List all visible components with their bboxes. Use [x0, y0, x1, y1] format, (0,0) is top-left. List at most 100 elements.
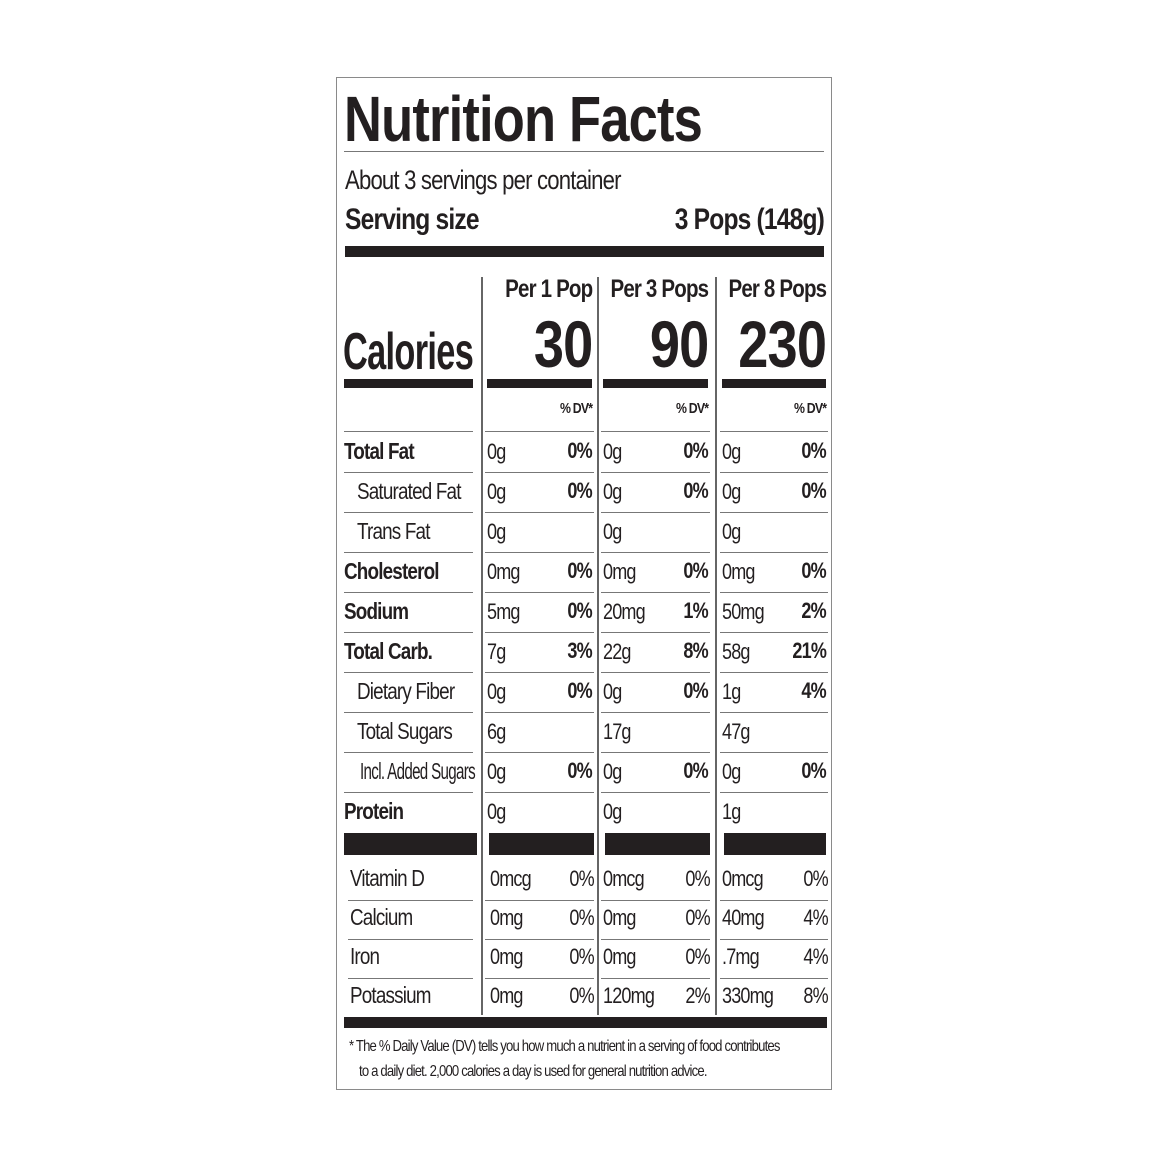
- column-header: Per 3 Pops: [610, 275, 709, 303]
- divider: [348, 939, 473, 940]
- divider: [720, 512, 828, 513]
- vitamin-amount: 0mg: [603, 944, 636, 969]
- nutrient-amount: 0mg: [487, 559, 520, 584]
- nutrient-label: Saturated Fat: [357, 478, 461, 504]
- divider: [720, 472, 828, 473]
- vitamin-dv: 0%: [569, 983, 595, 1008]
- nutrient-dv: 0%: [801, 558, 827, 583]
- divider: [485, 632, 594, 633]
- vitamin-dv: 0%: [803, 866, 829, 891]
- divider: [485, 900, 594, 901]
- divider: [485, 672, 594, 673]
- divider: [601, 752, 710, 753]
- divider: [720, 978, 828, 979]
- nutrient-label: Protein: [344, 798, 404, 824]
- nutrient-dv: 3%: [567, 638, 593, 663]
- nutrient-amount: 47g: [722, 719, 750, 744]
- divider: [601, 431, 710, 432]
- thick-bar: [489, 833, 594, 855]
- nutrient-amount: 0g: [603, 479, 622, 504]
- thick-divider: [344, 1017, 827, 1028]
- nutrient-dv: 0%: [683, 558, 709, 583]
- vitamin-amount: 0mcg: [603, 866, 645, 891]
- nutrient-amount: 6g: [487, 719, 506, 744]
- divider: [601, 792, 710, 793]
- nutrient-amount: 0g: [487, 519, 506, 544]
- divider: [720, 792, 828, 793]
- nutrient-label: Total Sugars: [357, 718, 453, 744]
- nutrient-dv: 0%: [683, 478, 709, 503]
- divider: [601, 592, 710, 593]
- nutrient-label: Total Carb.: [344, 638, 433, 664]
- thick-bar: [724, 833, 826, 855]
- divider: [348, 900, 473, 901]
- nutrient-amount: 0g: [603, 759, 622, 784]
- nutrient-dv: 0%: [683, 438, 709, 463]
- calories-underline: [722, 379, 826, 388]
- nutrient-label: Cholesterol: [344, 558, 440, 584]
- nutrient-dv: 0%: [567, 438, 593, 463]
- dv-header: % DV*: [675, 400, 709, 417]
- dv-header: % DV*: [793, 400, 827, 417]
- divider: [485, 431, 594, 432]
- nutrient-amount: 5mg: [487, 599, 520, 624]
- vitamin-amount: 120mg: [603, 983, 655, 1008]
- nutrient-amount: 0g: [487, 759, 506, 784]
- column-divider: [597, 277, 599, 1015]
- nutrient-amount: 0g: [603, 679, 622, 704]
- divider: [601, 900, 710, 901]
- calories-underline: [603, 379, 708, 388]
- serving-size-value: 3 Pops (148g): [674, 203, 825, 236]
- divider: [720, 632, 828, 633]
- vitamin-dv: 0%: [685, 866, 711, 891]
- nutrient-dv: 2%: [801, 598, 827, 623]
- vitamin-dv: 4%: [803, 944, 829, 969]
- column-header: Per 8 Pops: [728, 275, 827, 303]
- calories-value: 90: [649, 307, 708, 381]
- divider: [344, 151, 824, 152]
- vitamin-amount: .7mg: [722, 944, 760, 969]
- thick-bar: [605, 833, 710, 855]
- nutrient-amount: 0g: [487, 679, 506, 704]
- nutrient-amount: 0g: [603, 519, 622, 544]
- nutrient-dv: 0%: [683, 678, 709, 703]
- divider: [485, 792, 594, 793]
- nutrient-label: Incl. Added Sugars: [360, 758, 476, 784]
- divider: [485, 939, 594, 940]
- divider: [601, 672, 710, 673]
- divider: [485, 978, 594, 979]
- serving-size-label: Serving size: [345, 203, 480, 236]
- label-title: Nutrition Facts: [344, 83, 703, 155]
- dv-header: % DV*: [559, 400, 593, 417]
- calories-underline: [487, 379, 592, 388]
- divider: [601, 552, 710, 553]
- vitamin-label: Iron: [350, 943, 380, 969]
- nutrient-amount: 0g: [487, 479, 506, 504]
- vitamin-dv: 0%: [685, 905, 711, 930]
- nutrient-dv: 8%: [683, 638, 709, 663]
- divider: [720, 672, 828, 673]
- nutrition-label: [336, 77, 832, 1090]
- nutrient-amount: 7g: [487, 639, 506, 664]
- nutrient-dv: 4%: [801, 678, 827, 703]
- divider: [720, 939, 828, 940]
- vitamin-dv: 0%: [569, 944, 595, 969]
- nutrient-dv: 0%: [683, 758, 709, 783]
- vitamin-amount: 40mg: [722, 905, 765, 930]
- nutrient-amount: 1g: [722, 679, 741, 704]
- vitamin-dv: 0%: [569, 866, 595, 891]
- divider: [601, 472, 710, 473]
- divider: [344, 472, 473, 473]
- vitamin-dv: 8%: [803, 983, 829, 1008]
- calories-value: 30: [533, 307, 592, 381]
- nutrient-amount: 20mg: [603, 599, 646, 624]
- nutrient-amount: 0g: [722, 479, 741, 504]
- vitamin-dv: 2%: [685, 983, 711, 1008]
- nutrient-amount: 1g: [722, 799, 741, 824]
- divider: [344, 792, 473, 793]
- nutrient-amount: 22g: [603, 639, 631, 664]
- divider: [344, 552, 473, 553]
- nutrient-amount: 0g: [487, 439, 506, 464]
- divider: [720, 431, 828, 432]
- calories-label: Calories: [343, 323, 474, 381]
